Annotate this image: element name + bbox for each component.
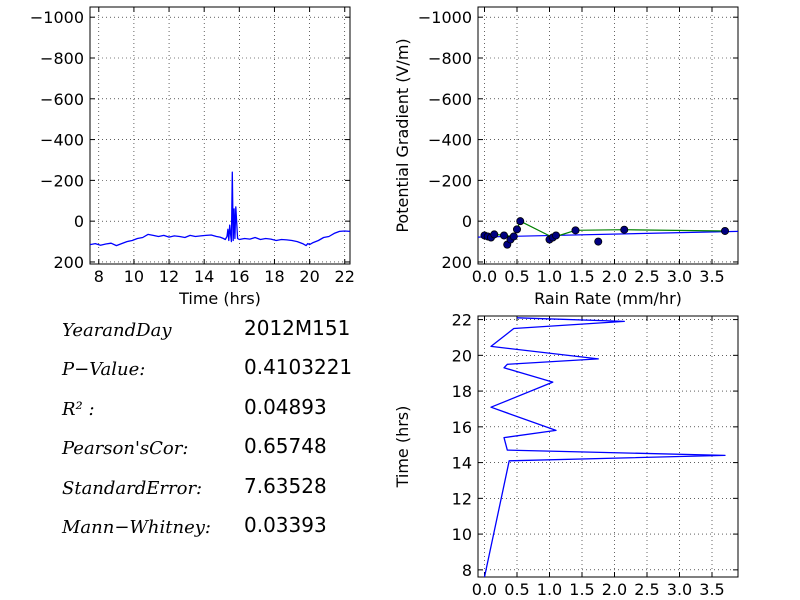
stat-label: R² : [62,399,95,420]
y-tick-label: 0 [462,212,472,231]
stat-label: Mann−Whitney: [62,517,211,538]
x-tick-label: 10 [124,267,144,286]
x-tick-label: 1.5 [569,267,594,286]
x-axis-label: Time (hrs) [178,289,261,308]
y-tick-label: 18 [452,382,472,401]
y-tick-label: 200 [53,253,84,272]
x-tick-label: 3.0 [667,267,692,286]
stat-label: Pearson'sCor: [62,438,189,459]
x-tick-label: 8 [94,267,104,286]
y-tick-label: 14 [452,454,472,473]
x-tick-label: 16 [229,267,249,286]
stat-row-year-day: YearandDay 2012M151 [62,316,392,346]
stat-row-pearson: Pearson'sCor: 0.65748 [62,434,392,464]
chart-2: 0.0 0.5 1.0 1.5 2.0 2.5 3.0 3.5 −1000 −800 −600 −40… [393,6,739,308]
scatter-point [571,226,580,235]
stat-value: 0.04893 [244,395,327,419]
x-tick-label: 0.0 [472,267,497,286]
y-tick-label: −400 [40,131,84,150]
y-axis-label: Potential Gradient (V/m) [393,38,412,232]
x-tick-label: 2.0 [602,580,627,599]
x-tick-label: 3.5 [699,580,724,599]
scatter-point [509,232,518,241]
y-tick-label: 0 [74,212,84,231]
scatter-point [490,230,499,239]
rain-rate-line [483,317,726,577]
scatter-point [721,226,730,235]
y-tick-label: 8 [462,561,472,580]
chart-3: 0.0 0.5 1.0 1.5 2.0 2.5 3.0 3.5 8 10 12 14 16 18 20 22 T… [393,311,739,599]
stat-row-p-value: P−Value: 0.4103221 [62,355,392,385]
x-tick-label: 0.0 [472,580,497,599]
stat-value: 2012M151 [244,316,351,340]
x-tick-label: 20 [299,267,319,286]
x-tick-label: 2.5 [634,580,659,599]
stat-value: 0.03393 [244,513,327,537]
plot-area [90,171,350,247]
plot-area [478,217,738,249]
y-tick-label: 10 [452,525,472,544]
stat-value: 0.4103221 [244,355,353,379]
x-axis-label: Rain Rate (mm/hr) [534,289,682,308]
x-tick-label: 0.5 [504,580,529,599]
stat-row-mann-whitney: Mann−Whitney: 0.03393 [62,513,392,543]
stat-row-r-squared: R² : 0.04893 [62,395,392,425]
x-tick-label: 12 [159,267,179,286]
scatter-point [516,217,525,226]
y-tick-label: 16 [452,418,472,437]
stat-value: 7.63528 [244,474,327,498]
y-tick-label: −800 [40,49,84,68]
y-axis-label: Time (hrs) [393,406,412,489]
plot-area [483,317,726,577]
scatter-point [620,225,629,234]
stat-value: 0.65748 [244,434,327,458]
plot-frame [477,315,739,578]
y-tick-label: −600 [40,90,84,109]
y-tick-label: −1000 [30,8,84,27]
y-tick-label: −1000 [418,8,472,27]
scatter-point [594,237,603,246]
stat-label: StandardError: [62,478,203,499]
y-tick-label: 20 [452,346,472,365]
x-tick-label: 22 [335,267,355,286]
plot-frame [89,6,351,265]
x-tick-label: 0.5 [504,267,529,286]
stat-row-standard-error: StandardError: 7.63528 [62,474,392,504]
y-tick-label: 22 [452,311,472,330]
fit-line [478,230,738,238]
x-tick-label: 14 [194,267,214,286]
scatter-point [513,225,522,234]
x-tick-label: 2.0 [602,267,627,286]
x-tick-label: 18 [264,267,284,286]
x-tick-label: 2.5 [634,267,659,286]
y-tick-label: 12 [452,489,472,508]
scatter-point [499,231,508,240]
potential-gradient-line [90,171,350,247]
x-tick-label: 1.0 [537,267,562,286]
y-tick-label: −600 [428,90,472,109]
y-tick-label: −200 [428,171,472,190]
y-tick-label: −200 [40,171,84,190]
scatter-point [552,231,561,240]
y-tick-label: −400 [428,131,472,150]
x-tick-label: 1.5 [569,580,594,599]
y-tick-label: −800 [428,49,472,68]
stat-label: P−Value: [62,359,146,380]
x-tick-label: 1.0 [537,580,562,599]
plot-frame [477,6,739,265]
y-tick-label: 200 [441,253,472,272]
x-tick-label: 3.0 [667,580,692,599]
stat-label: YearandDay [62,320,172,341]
x-tick-label: 3.5 [699,267,724,286]
chart-1: 8 10 12 14 16 18 20 22 −1000 −800 −600 −400 −200 0 200… [30,6,355,308]
